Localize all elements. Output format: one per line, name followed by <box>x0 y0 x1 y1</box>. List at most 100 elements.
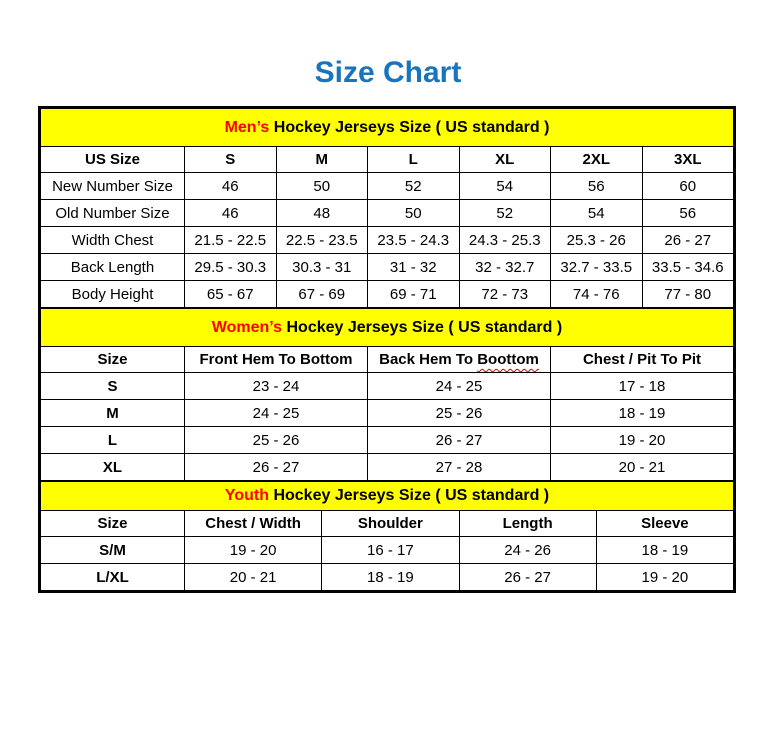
youth-value-cell: 18 - 19 <box>321 563 460 591</box>
mens-header-cell: US Size <box>40 146 185 173</box>
womens-table-row: S 23 - 24 24 - 25 17 - 18 <box>40 372 734 400</box>
mens-value-cell: 26 - 27 <box>641 226 734 254</box>
mens-value-cell: 74 - 76 <box>550 280 643 308</box>
mens-value-cell: 69 - 71 <box>367 280 460 308</box>
mens-table-row: Body Height 65 - 67 67 - 69 69 - 71 72 - 73 7… <box>40 280 734 308</box>
womens-header-row: Size Front Hem To Bottom Back Hem To Boott… <box>40 346 734 373</box>
youth-header-cell: Sleeve <box>595 510 735 537</box>
womens-row-label: S <box>40 372 185 400</box>
womens-row-label: M <box>40 399 185 427</box>
youth-value-cell: 18 - 19 <box>595 536 735 564</box>
mens-value-cell: 23.5 - 24.3 <box>367 226 460 254</box>
womens-value-cell: 20 - 21 <box>550 453 734 481</box>
mens-value-cell: 52 <box>367 172 460 200</box>
mens-value-cell: 65 - 67 <box>184 280 277 308</box>
mens-value-cell: 46 <box>184 199 277 227</box>
youth-value-cell: 19 - 20 <box>183 536 323 564</box>
womens-header-cell: Front Hem To Bottom <box>184 346 368 373</box>
womens-row-label: L <box>40 426 185 454</box>
mens-value-cell: 54 <box>550 199 643 227</box>
youth-value-cell: 26 - 27 <box>458 563 597 591</box>
womens-value-cell: 23 - 24 <box>184 372 368 400</box>
womens-header-cell: Size <box>40 346 185 373</box>
misspelled-word: Boottom <box>477 351 539 368</box>
youth-header-cell: Chest / Width <box>183 510 323 537</box>
womens-value-cell: 18 - 19 <box>550 399 734 427</box>
womens-value-cell: 26 - 27 <box>367 426 551 454</box>
mens-header-cell: L <box>367 146 460 173</box>
mens-value-cell: 56 <box>550 172 643 200</box>
mens-value-cell: 25.3 - 26 <box>550 226 643 254</box>
mens-value-cell: 50 <box>367 199 460 227</box>
youth-value-cell: 20 - 21 <box>183 563 323 591</box>
mens-value-cell: 32.7 - 33.5 <box>550 253 643 281</box>
mens-value-cell: 54 <box>458 172 551 200</box>
youth-row-label: L/XL <box>40 563 185 591</box>
mens-header-cell: 2XL <box>550 146 643 173</box>
mens-size-table: Men’s Hockey Jerseys Size ( US standard … <box>40 108 734 308</box>
youth-table-row: S/M 19 - 20 16 - 17 24 - 26 18 - 19 <box>40 536 735 564</box>
page-title: Size Chart <box>314 56 462 89</box>
youth-row-label: S/M <box>40 536 185 564</box>
mens-value-cell: 46 <box>184 172 277 200</box>
womens-banner-text: Hockey Jerseys Size ( US standard ) <box>282 318 563 336</box>
youth-header-cell: Size <box>40 510 185 537</box>
youth-table-row: L/XL 20 - 21 18 - 19 26 - 27 19 - 20 <box>40 563 735 591</box>
mens-row-label: New Number Size <box>40 172 185 200</box>
youth-value-cell: 16 - 17 <box>321 536 460 564</box>
mens-value-cell: 29.5 - 30.3 <box>184 253 277 281</box>
youth-value-cell: 19 - 20 <box>595 563 735 591</box>
mens-value-cell: 50 <box>275 172 368 200</box>
mens-row-label: Old Number Size <box>40 199 185 227</box>
youth-size-table: Youth Hockey Jerseys Size ( US standard … <box>40 481 735 591</box>
mens-banner-text: Hockey Jerseys Size ( US standard ) <box>269 118 550 136</box>
size-chart: Men’s Hockey Jerseys Size ( US standard … <box>38 106 736 593</box>
mens-value-cell: 30.3 - 31 <box>275 253 368 281</box>
womens-table-row: XL 26 - 27 27 - 28 20 - 21 <box>40 453 734 481</box>
womens-table-row: M 24 - 25 25 - 26 18 - 19 <box>40 399 734 427</box>
mens-value-cell: 72 - 73 <box>458 280 551 308</box>
youth-value-cell: 24 - 26 <box>458 536 597 564</box>
womens-value-cell: 17 - 18 <box>550 372 734 400</box>
youth-header-row: Size Chest / Width Shoulder Length Sleeve <box>40 510 735 537</box>
mens-header-row: US Size S M L XL 2XL 3XL <box>40 146 734 173</box>
youth-banner: Youth Hockey Jerseys Size ( US standard … <box>40 481 734 511</box>
mens-header-cell: XL <box>458 146 551 173</box>
mens-banner: Men’s Hockey Jerseys Size ( US standard … <box>40 108 734 147</box>
mens-table-row: New Number Size 46 50 52 54 56 60 <box>40 172 734 200</box>
womens-header-cell: Back Hem To Boottom <box>367 346 551 373</box>
mens-table-row: Old Number Size 46 48 50 52 54 56 <box>40 199 734 227</box>
womens-value-cell: 19 - 20 <box>550 426 734 454</box>
mens-value-cell: 22.5 - 23.5 <box>275 226 368 254</box>
mens-value-cell: 31 - 32 <box>367 253 460 281</box>
womens-value-cell: 25 - 26 <box>184 426 368 454</box>
mens-table-row: Width Chest 21.5 - 22.5 22.5 - 23.5 23.5 - … <box>40 226 734 254</box>
mens-value-cell: 32 - 32.7 <box>458 253 551 281</box>
womens-size-table: Women’s Hockey Jerseys Size ( US standar… <box>40 308 734 481</box>
mens-value-cell: 67 - 69 <box>275 280 368 308</box>
womens-table-row: L 25 - 26 26 - 27 19 - 20 <box>40 426 734 454</box>
mens-table-row: Back Length 29.5 - 30.3 30.3 - 31 31 - 32 32… <box>40 253 734 281</box>
womens-value-cell: 27 - 28 <box>367 453 551 481</box>
youth-banner-row: Youth Hockey Jerseys Size ( US standard … <box>40 481 734 511</box>
mens-value-cell: 24.3 - 25.3 <box>458 226 551 254</box>
youth-header-cell: Shoulder <box>321 510 460 537</box>
mens-banner-row: Men’s Hockey Jerseys Size ( US standard … <box>40 108 734 147</box>
womens-banner: Women’s Hockey Jerseys Size ( US standar… <box>40 308 734 347</box>
mens-row-label: Body Height <box>40 280 185 308</box>
womens-banner-row: Women’s Hockey Jerseys Size ( US standar… <box>40 308 734 347</box>
mens-value-cell: 52 <box>458 199 551 227</box>
womens-row-label: XL <box>40 453 185 481</box>
mens-value-cell: 56 <box>641 199 734 227</box>
mens-header-cell: S <box>184 146 277 173</box>
womens-value-cell: 24 - 25 <box>367 372 551 400</box>
womens-value-cell: 26 - 27 <box>184 453 368 481</box>
mens-header-cell: M <box>275 146 368 173</box>
mens-value-cell: 77 - 80 <box>641 280 734 308</box>
mens-value-cell: 60 <box>641 172 734 200</box>
womens-value-cell: 24 - 25 <box>184 399 368 427</box>
youth-banner-text: Hockey Jerseys Size ( US standard ) <box>269 487 550 504</box>
mens-row-label: Width Chest <box>40 226 185 254</box>
youth-header-cell: Length <box>458 510 597 537</box>
mens-header-cell: 3XL <box>641 146 734 173</box>
